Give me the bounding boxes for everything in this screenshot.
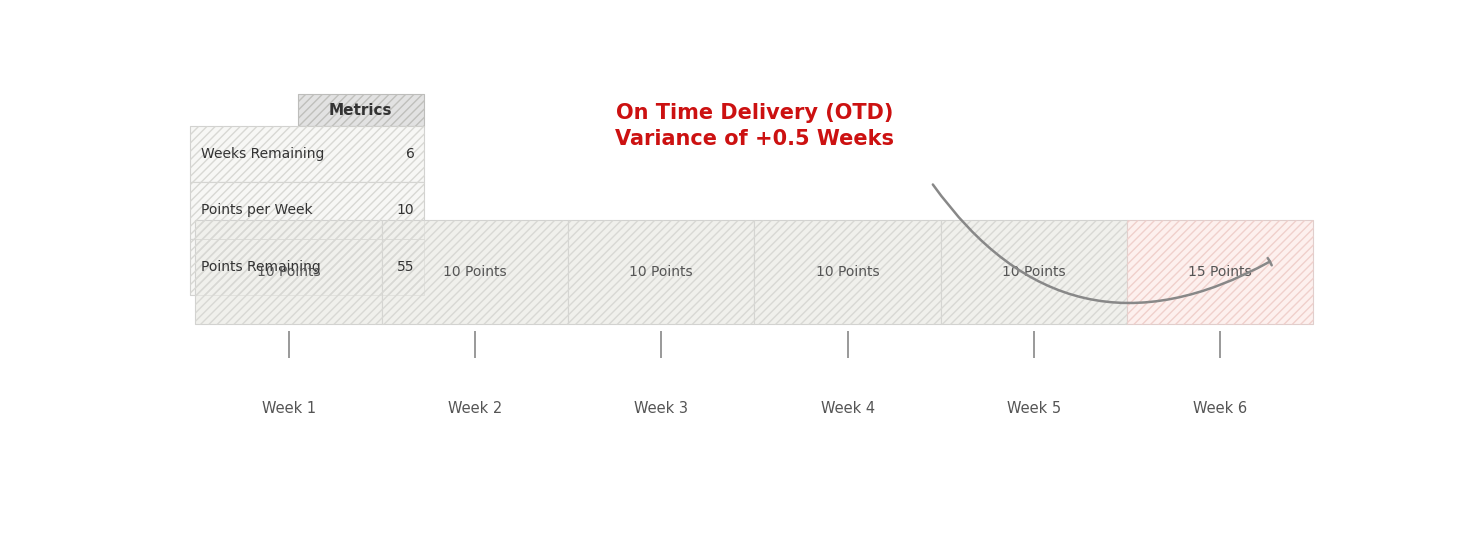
Text: Week 3: Week 3 xyxy=(634,401,689,415)
Text: Week 2: Week 2 xyxy=(447,401,502,415)
Bar xyxy=(190,126,424,182)
Text: 6: 6 xyxy=(406,147,415,161)
Bar xyxy=(381,220,568,324)
Text: Points per Week: Points per Week xyxy=(202,204,312,217)
Bar xyxy=(381,220,568,324)
Bar xyxy=(190,182,424,239)
Text: 10 Points: 10 Points xyxy=(630,265,693,279)
Text: Metrics: Metrics xyxy=(330,103,393,118)
Bar xyxy=(190,126,424,182)
Text: Points Remaining: Points Remaining xyxy=(202,260,321,274)
Text: 10 Points: 10 Points xyxy=(815,265,879,279)
Bar xyxy=(190,239,424,295)
Bar xyxy=(190,182,424,239)
Bar xyxy=(568,220,754,324)
Text: 10 Points: 10 Points xyxy=(1002,265,1066,279)
Bar xyxy=(297,94,424,126)
Text: 55: 55 xyxy=(397,260,415,274)
Text: Week 4: Week 4 xyxy=(820,401,874,415)
Text: 10 Points: 10 Points xyxy=(256,265,321,279)
Bar xyxy=(1128,220,1313,324)
Bar xyxy=(196,220,381,324)
Bar xyxy=(190,239,424,295)
Bar xyxy=(1128,220,1313,324)
Bar xyxy=(754,220,941,324)
Text: On Time Delivery (OTD)
Variance of +0.5 Weeks: On Time Delivery (OTD) Variance of +0.5 … xyxy=(615,103,894,149)
Bar xyxy=(568,220,754,324)
Text: Weeks Remaining: Weeks Remaining xyxy=(202,147,324,161)
Bar xyxy=(941,220,1128,324)
Bar xyxy=(754,220,941,324)
Bar xyxy=(941,220,1128,324)
Bar xyxy=(196,220,381,324)
Text: 10: 10 xyxy=(397,204,415,217)
Text: Week 5: Week 5 xyxy=(1007,401,1061,415)
Text: 10 Points: 10 Points xyxy=(443,265,506,279)
Text: 15 Points: 15 Points xyxy=(1188,265,1253,279)
Text: Week 6: Week 6 xyxy=(1194,401,1247,415)
Bar xyxy=(297,94,424,126)
Text: Week 1: Week 1 xyxy=(262,401,315,415)
